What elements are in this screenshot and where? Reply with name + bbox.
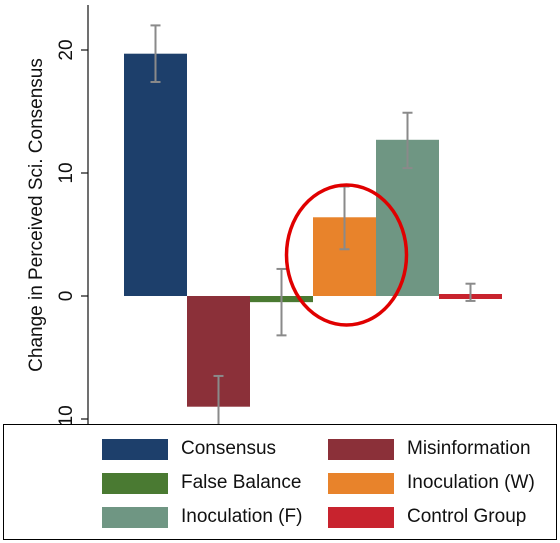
legend-item-misinformation: Misinformation	[328, 437, 531, 461]
legend-label-misinformation: Misinformation	[407, 438, 531, 459]
y-axis-label: Change in Perceived Sci. Consensus	[26, 58, 47, 372]
legend-item-inoculation-w: Inoculation (W)	[328, 471, 535, 495]
legend-label-consensus: Consensus	[181, 438, 277, 459]
legend-label-inoculation-f: Inoculation (F)	[181, 506, 303, 527]
y-tick-label: 10	[56, 162, 77, 183]
legend: Consensus Misinformation False Balance I…	[3, 424, 557, 540]
legend-swatch-inoculation-f	[102, 506, 168, 528]
legend-label-control-group: Control Group	[407, 506, 527, 527]
legend-swatch-inoculation-w	[328, 472, 394, 494]
bar-consensus	[124, 53, 187, 296]
legend-item-consensus: Consensus	[102, 437, 276, 461]
legend-label-false-balance: False Balance	[181, 472, 302, 493]
annotation-circle-inoculation-w	[284, 183, 409, 327]
legend-swatch-control-group	[328, 506, 394, 528]
y-tick-label: 20	[56, 39, 77, 60]
legend-item-control-group: Control Group	[328, 505, 526, 529]
legend-item-inoculation-f: Inoculation (F)	[102, 505, 302, 529]
legend-swatch-consensus	[102, 438, 168, 460]
y-tick-label: 0	[56, 291, 77, 302]
legend-swatch-misinformation	[328, 438, 394, 460]
legend-item-false-balance: False Balance	[102, 471, 301, 495]
legend-label-inoculation-w: Inoculation (W)	[407, 472, 535, 493]
legend-swatch-false-balance	[102, 472, 168, 494]
